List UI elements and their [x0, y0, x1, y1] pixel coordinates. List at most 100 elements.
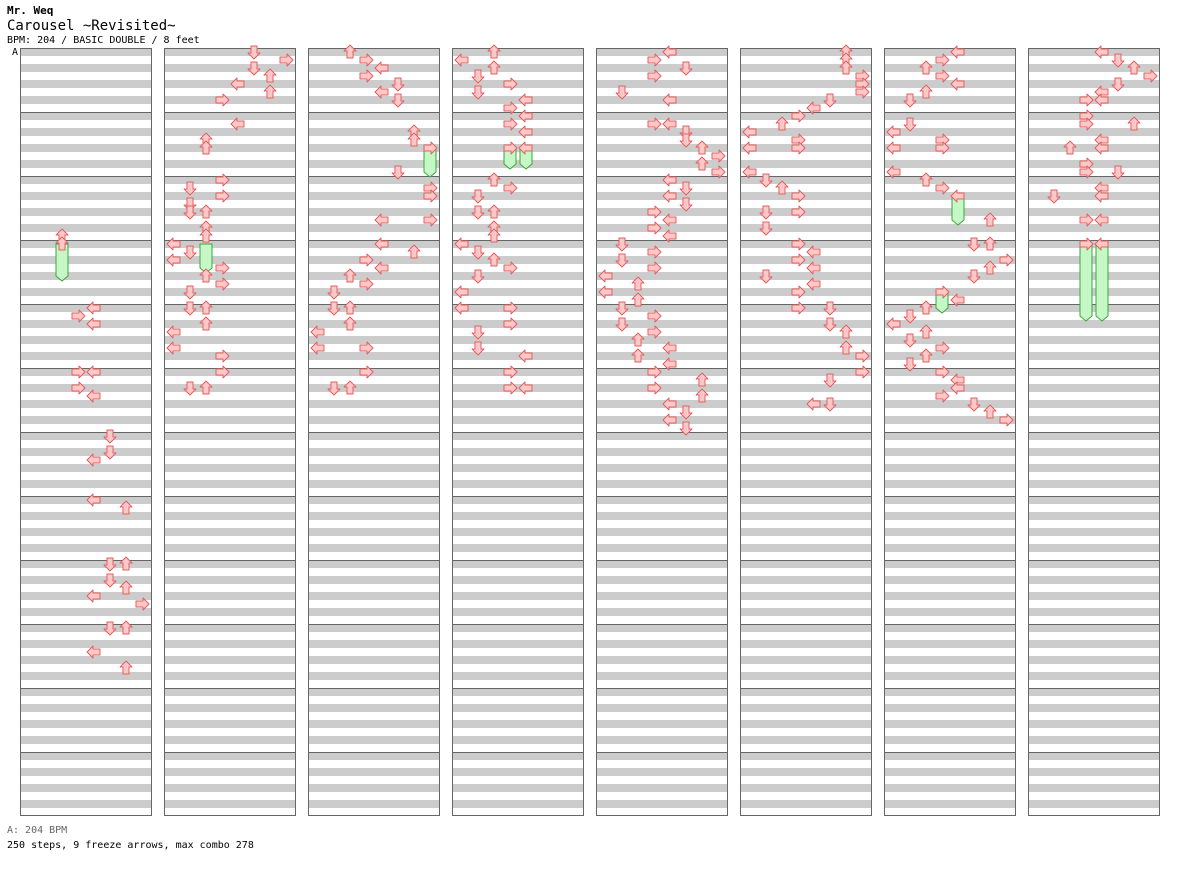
step-arrow-left: [310, 325, 325, 339]
step-arrow-down: [471, 205, 485, 220]
beat-stripe: [308, 800, 440, 808]
beat-stripe: [20, 640, 152, 648]
chart-column: [1028, 45, 1160, 816]
beat-stripe: [740, 432, 872, 440]
beat-stripe: [452, 464, 584, 472]
beat-stripe: [20, 720, 152, 728]
step-arrow-right: [935, 341, 950, 355]
beat-stripe: [1028, 416, 1160, 424]
step-arrow-left: [310, 341, 325, 355]
beat-stripe: [452, 272, 584, 280]
beat-stripe: [884, 416, 1016, 424]
beat-stripe: [596, 432, 728, 440]
beat-stripe: [740, 464, 872, 472]
chart-column: [740, 44, 872, 816]
step-arrow-left: [86, 645, 101, 659]
beat-stripe: [20, 560, 152, 568]
beat-stripe: [1028, 272, 1160, 280]
step-arrow-down: [615, 237, 629, 252]
beat-stripe: [596, 656, 728, 664]
beat-stripe: [596, 608, 728, 616]
step-arrow-down: [391, 93, 405, 108]
beat-stripe: [740, 736, 872, 744]
step-arrow-right: [503, 365, 518, 379]
beat-stripe: [308, 752, 440, 760]
step-arrow-left: [662, 173, 677, 187]
step-arrow-right: [503, 117, 518, 131]
step-arrow-right: [503, 77, 518, 91]
step-arrow-down: [471, 245, 485, 260]
beat-stripe: [164, 160, 296, 168]
step-arrow-left: [454, 285, 469, 299]
beat-stripe: [740, 784, 872, 792]
beat-stripe: [740, 288, 872, 296]
beat-stripe: [308, 160, 440, 168]
step-arrow-left: [806, 397, 821, 411]
beat-stripe: [884, 464, 1016, 472]
beat-stripe: [1028, 496, 1160, 504]
beat-stripe: [452, 80, 584, 88]
beat-stripe: [308, 624, 440, 632]
step-arrow-right: [647, 245, 662, 259]
beat-stripe: [308, 736, 440, 744]
beat-stripe: [740, 800, 872, 808]
beat-stripe: [596, 800, 728, 808]
step-arrow-right: [1079, 237, 1094, 251]
beat-stripe: [884, 688, 1016, 696]
beat-stripe: [884, 336, 1016, 344]
step-arrow-left: [374, 213, 389, 227]
step-arrow-up: [343, 44, 357, 59]
beat-stripe: [164, 368, 296, 376]
step-arrow-left: [950, 189, 965, 203]
beat-stripe: [452, 576, 584, 584]
step-arrow-left: [86, 589, 101, 603]
beat-stripe: [596, 256, 728, 264]
beat-stripe: [884, 640, 1016, 648]
beat-stripe: [308, 112, 440, 120]
beat-stripe: [740, 496, 872, 504]
step-arrow-right: [791, 253, 806, 267]
step-arrow-right: [647, 69, 662, 83]
step-arrow-right: [503, 181, 518, 195]
step-arrow-left: [1094, 141, 1109, 155]
step-arrow-right: [423, 141, 438, 155]
beat-stripe: [596, 464, 728, 472]
beat-stripe: [740, 656, 872, 664]
step-arrow-left: [806, 245, 821, 259]
step-arrow-right: [791, 141, 806, 155]
step-arrow-up: [919, 348, 933, 363]
beat-stripe: [308, 464, 440, 472]
beat-stripe: [308, 784, 440, 792]
step-arrow-up: [775, 116, 789, 131]
beat-stripe: [20, 192, 152, 200]
beat-stripe: [596, 96, 728, 104]
beat-stripe: [452, 704, 584, 712]
bpm-marker-label: A: [12, 47, 19, 58]
beat-stripe: [308, 592, 440, 600]
beat-stripe: [452, 624, 584, 632]
beat-stripe: [1028, 352, 1160, 360]
beat-stripe: [740, 272, 872, 280]
beat-stripe: [740, 592, 872, 600]
beat-stripe: [740, 240, 872, 248]
beat-stripe: [884, 256, 1016, 264]
beat-stripe: [1028, 96, 1160, 104]
step-arrow-left: [518, 125, 533, 139]
step-arrow-right: [647, 325, 662, 339]
step-arrow-right: [279, 53, 294, 67]
beat-stripe: [1028, 528, 1160, 536]
step-arrow-down: [183, 181, 197, 196]
beat-stripe: [308, 192, 440, 200]
beat-stripe: [20, 480, 152, 488]
beat-stripe: [1028, 592, 1160, 600]
beat-stripe: [164, 544, 296, 552]
beat-stripe: [884, 704, 1016, 712]
beat-stripe: [884, 144, 1016, 152]
chart-column: [308, 44, 440, 816]
beat-stripe: [1028, 160, 1160, 168]
beat-stripe: [452, 512, 584, 520]
step-arrow-left: [806, 261, 821, 275]
beat-stripe: [596, 704, 728, 712]
chart-stats: 250 steps, 9 freeze arrows, max combo 27…: [7, 840, 254, 851]
beat-stripe: [596, 320, 728, 328]
